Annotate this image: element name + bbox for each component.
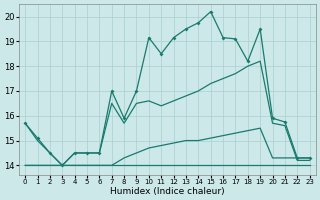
X-axis label: Humidex (Indice chaleur): Humidex (Indice chaleur) xyxy=(110,187,225,196)
